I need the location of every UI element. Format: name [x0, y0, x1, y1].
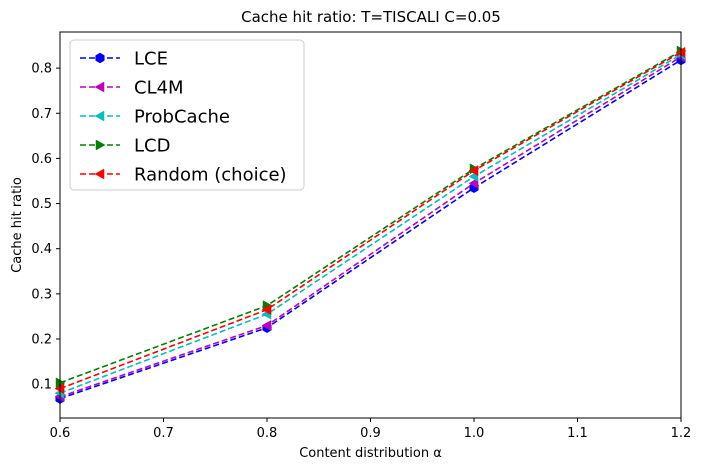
plot-frame — [59, 31, 682, 419]
x-tick-label: 0.9 — [360, 426, 381, 441]
legend-marker-swatch — [95, 52, 105, 64]
legend-label: CL4M — [134, 78, 184, 99]
legend-marker-swatch — [94, 110, 105, 122]
legend-box — [69, 39, 305, 191]
y-tick-label: 0.1 — [31, 378, 52, 393]
y-axis-label: Cache hit ratio — [10, 177, 25, 273]
data-point — [468, 177, 479, 189]
legend-label: ProbCache — [134, 107, 230, 128]
legend-marker-swatch — [95, 139, 106, 151]
x-tick-label: 0.7 — [153, 426, 174, 441]
series-line — [59, 50, 682, 384]
y-axis-ticks: 0.1 0.2 0.3 0.4 0.5 0.6 0.7 0.8 — [31, 62, 60, 393]
y-tick-label: 0.8 — [31, 62, 52, 77]
x-axis-ticks: 0.6 0.7 0.8 0.9 1.0 1.1 1.2 — [50, 418, 692, 441]
legend-entry: ProbCache — [80, 107, 230, 128]
data-point — [261, 320, 272, 331]
series-line — [59, 59, 682, 400]
legend-marker-swatch — [94, 81, 105, 93]
legend-label: LCE — [134, 49, 168, 70]
x-tick-label: 0.8 — [257, 426, 278, 441]
legend-entry: Random (choice) — [80, 165, 287, 186]
series-line — [59, 51, 682, 390]
series-line — [59, 56, 682, 398]
x-tick-label: 1.2 — [671, 426, 692, 441]
legend-entry: LCD — [80, 136, 170, 157]
y-tick-label: 0.5 — [31, 197, 52, 212]
series-line — [59, 53, 682, 394]
y-tick-label: 0.3 — [31, 287, 52, 302]
legend-entry: LCE — [80, 49, 168, 70]
legend: LCE CL4M ProbCache LCD Random (choice) — [69, 39, 305, 191]
x-axis-label: Content distribution α — [299, 446, 442, 461]
x-tick-label: 1.1 — [567, 426, 588, 441]
legend-label: LCD — [134, 136, 170, 157]
data-point — [468, 165, 479, 177]
x-tick-label: 0.6 — [50, 426, 71, 441]
y-tick-label: 0.2 — [31, 332, 52, 347]
legend-marker-swatch — [94, 168, 105, 180]
y-tick-label: 0.4 — [31, 242, 52, 257]
legend-label: Random (choice) — [134, 165, 287, 186]
y-tick-label: 0.7 — [31, 107, 52, 122]
legend-entry: CL4M — [80, 78, 184, 99]
chart-title: Cache hit ratio: T=TISCALI C=0.05 — [241, 8, 501, 26]
data-point — [261, 304, 272, 316]
x-tick-label: 1.0 — [464, 426, 485, 441]
series-group — [54, 45, 687, 404]
y-tick-label: 0.6 — [31, 152, 52, 167]
